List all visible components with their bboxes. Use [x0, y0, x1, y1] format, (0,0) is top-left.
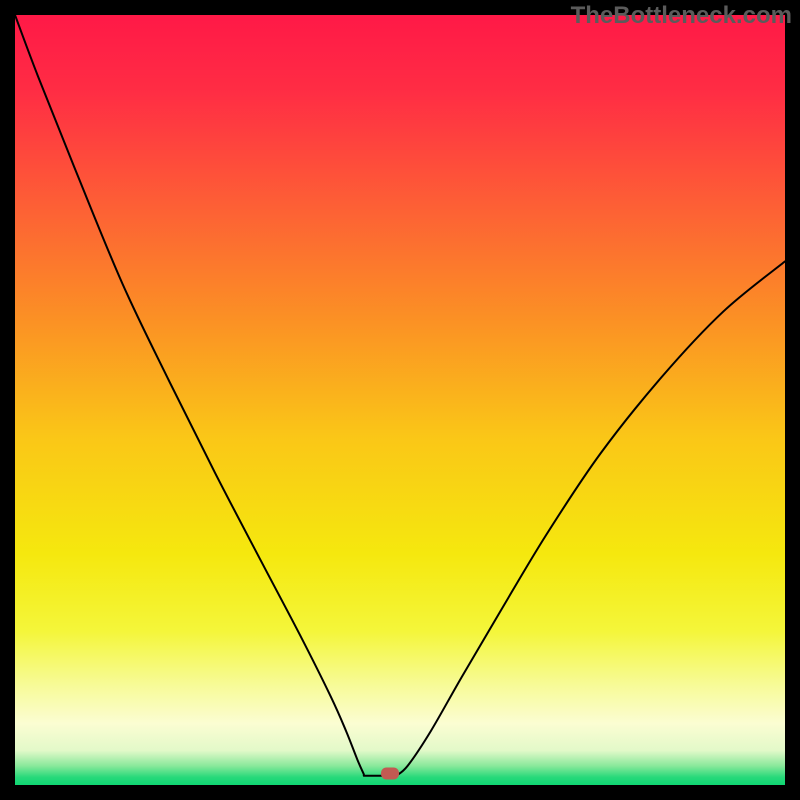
- bottleneck-chart: TheBottleneck.com: [0, 0, 800, 800]
- plot-background: [15, 15, 785, 785]
- chart-svg: [0, 0, 800, 800]
- optimum-marker: [381, 768, 398, 779]
